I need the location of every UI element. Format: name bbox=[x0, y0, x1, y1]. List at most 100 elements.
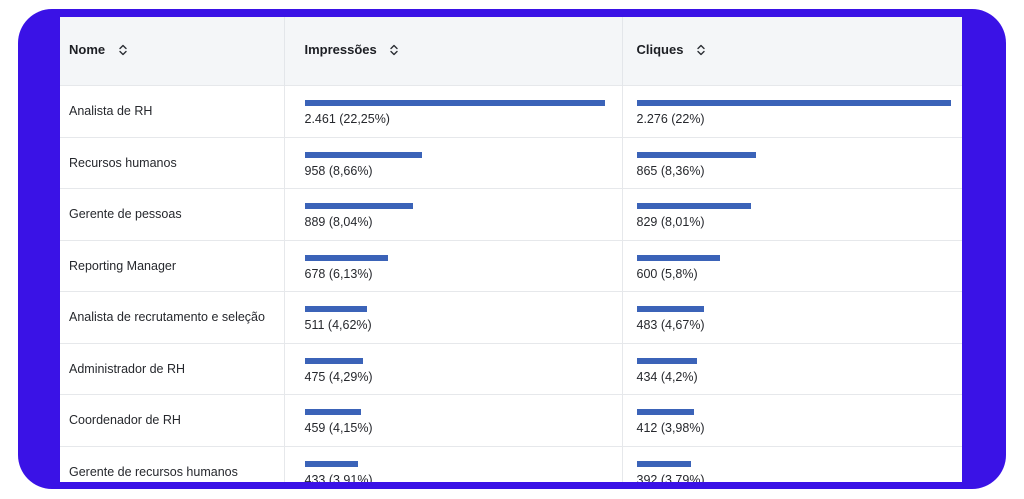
sort-icon[interactable] bbox=[118, 44, 128, 59]
cell-name: Administrador de RH bbox=[60, 343, 285, 395]
impressions-value: 511 (4,62%) bbox=[304, 318, 372, 333]
job-title: Analista de RH bbox=[69, 104, 153, 118]
cell-name: Reporting Manager bbox=[60, 240, 285, 292]
header-name[interactable]: Nome bbox=[60, 17, 285, 85]
sort-icon[interactable] bbox=[696, 44, 706, 59]
table-row[interactable]: Analista de RH 2.461 (22,25%) 2.276 (22%) bbox=[60, 85, 962, 137]
job-title: Reporting Manager bbox=[69, 258, 177, 273]
clicks-bar-track bbox=[636, 100, 963, 106]
table-row[interactable]: Recursos humanos 958 (8,66%) 865 (8,36%) bbox=[60, 137, 962, 189]
impressions-bar-track bbox=[304, 306, 622, 313]
cell-name: Gerente de pessoas bbox=[60, 188, 285, 240]
clicks-value: 865 (8,36%) bbox=[636, 163, 705, 178]
clicks-bar-track bbox=[636, 254, 963, 261]
cell-clicks: 600 (5,8%) bbox=[622, 240, 962, 292]
header-clicks[interactable]: Cliques bbox=[622, 17, 962, 85]
impressions-value: 433 (3,91%) bbox=[304, 473, 373, 482]
clicks-bar bbox=[636, 461, 691, 467]
clicks-value: 434 (4,2%) bbox=[636, 369, 698, 384]
table-row[interactable]: Coordenador de RH 459 (4,15%) 412 (3,98%) bbox=[60, 394, 962, 447]
clicks-bar-track bbox=[636, 203, 963, 210]
cell-name: Coordenador de RH bbox=[60, 394, 285, 446]
impressions-bar-track bbox=[304, 357, 622, 364]
impressions-value: 889 (8,04%) bbox=[304, 215, 373, 230]
clicks-value: 412 (3,98%) bbox=[636, 421, 705, 436]
impressions-bar bbox=[304, 306, 367, 313]
clicks-value: 829 (8,01%) bbox=[636, 215, 705, 230]
clicks-bar bbox=[636, 254, 720, 261]
cell-clicks: 483 (4,67%) bbox=[622, 292, 962, 344]
header-clicks-label: Cliques bbox=[636, 42, 684, 58]
cell-name: Gerente de recursos humanos bbox=[60, 446, 285, 482]
impressions-bar-track bbox=[304, 151, 622, 158]
impressions-value: 678 (6,13%) bbox=[304, 266, 373, 281]
impressions-bar bbox=[304, 357, 363, 364]
cell-impressions: 511 (4,62%) bbox=[284, 291, 623, 343]
cell-name: Recursos humanos bbox=[60, 137, 285, 189]
header-impressions-label: Impressões bbox=[304, 42, 377, 58]
clicks-value: 483 (4,67%) bbox=[636, 318, 705, 333]
impressions-value: 475 (4,29%) bbox=[304, 369, 373, 384]
clicks-bar bbox=[636, 357, 697, 364]
table-header-row: Nome Impressões Cliques bbox=[60, 17, 962, 85]
impressions-bar-track bbox=[304, 461, 622, 467]
table-body: Analista de RH 2.461 (22,25%) 2.276 (22%) R… bbox=[60, 85, 962, 482]
impressions-value: 459 (4,15%) bbox=[304, 421, 373, 436]
table-row[interactable]: Administrador de RH 475 (4,29%) 434 (4,2%) bbox=[60, 343, 962, 395]
clicks-value: 2.276 (22%) bbox=[636, 112, 705, 126]
cell-clicks: 865 (8,36%) bbox=[622, 137, 962, 189]
job-title: Coordenador de RH bbox=[69, 413, 181, 428]
header-name-label: Nome bbox=[69, 42, 106, 58]
cell-clicks: 2.276 (22%) bbox=[622, 85, 962, 137]
cell-clicks: 412 (3,98%) bbox=[622, 395, 962, 447]
clicks-bar bbox=[636, 409, 694, 416]
job-title: Administrador de RH bbox=[69, 361, 186, 376]
clicks-bar-track bbox=[636, 306, 963, 313]
impressions-bar bbox=[304, 254, 388, 261]
cell-impressions: 889 (8,04%) bbox=[284, 188, 623, 240]
impressions-bar-track bbox=[304, 254, 622, 261]
table-row[interactable]: Gerente de pessoas 889 (8,04%) 829 (8,01%) bbox=[60, 188, 962, 241]
impressions-bar-track bbox=[304, 100, 622, 106]
clicks-bar-track bbox=[636, 461, 963, 467]
screenshot-frame: Nome Impressões Cliques bbox=[18, 9, 1006, 489]
cell-impressions: 459 (4,15%) bbox=[284, 394, 623, 446]
clicks-value: 600 (5,8%) bbox=[636, 266, 698, 281]
clicks-bar bbox=[636, 100, 951, 106]
impressions-bar bbox=[304, 461, 358, 467]
job-title: Analista de recrutamento e seleção bbox=[69, 310, 265, 325]
table-row[interactable]: Reporting Manager 678 (6,13%) 600 (5,8%) bbox=[60, 240, 962, 292]
impressions-bar bbox=[304, 203, 413, 210]
header-impressions[interactable]: Impressões bbox=[284, 17, 623, 85]
cell-impressions: 958 (8,66%) bbox=[284, 137, 623, 189]
cell-impressions: 678 (6,13%) bbox=[284, 240, 623, 292]
impressions-value: 958 (8,66%) bbox=[304, 163, 373, 178]
impressions-bar-track bbox=[304, 203, 622, 210]
job-title: Gerente de pessoas bbox=[69, 207, 182, 222]
impressions-bar bbox=[304, 100, 605, 106]
clicks-bar-track bbox=[636, 409, 963, 416]
cell-name: Analista de recrutamento e seleção bbox=[60, 291, 285, 343]
cell-impressions: 2.461 (22,25%) bbox=[284, 85, 623, 137]
cell-impressions: 433 (3,91%) bbox=[284, 446, 623, 482]
clicks-value: 392 (3,79%) bbox=[636, 473, 705, 482]
clicks-bar-track bbox=[636, 151, 963, 158]
sort-icon[interactable] bbox=[389, 44, 399, 59]
cell-clicks: 392 (3,79%) bbox=[622, 446, 962, 482]
job-title: Gerente de recursos humanos bbox=[69, 465, 238, 479]
clicks-bar bbox=[636, 203, 751, 210]
clicks-bar-track bbox=[636, 357, 963, 364]
impressions-bar bbox=[304, 151, 422, 158]
data-table-panel: Nome Impressões Cliques bbox=[60, 17, 962, 482]
table-row[interactable]: Gerente de recursos humanos 433 (3,91%) 39… bbox=[60, 446, 962, 482]
clicks-bar bbox=[636, 151, 756, 158]
impressions-bar-track bbox=[304, 409, 622, 416]
cell-name: Analista de RH bbox=[60, 85, 285, 137]
cell-clicks: 434 (4,2%) bbox=[622, 343, 962, 395]
cell-impressions: 475 (4,29%) bbox=[284, 343, 623, 395]
cell-clicks: 829 (8,01%) bbox=[622, 189, 962, 241]
job-title-table: Nome Impressões Cliques bbox=[60, 17, 962, 482]
table-row[interactable]: Analista de recrutamento e seleção 511 (4… bbox=[60, 291, 962, 344]
clicks-bar bbox=[636, 306, 704, 313]
impressions-value: 2.461 (22,25%) bbox=[304, 112, 390, 126]
